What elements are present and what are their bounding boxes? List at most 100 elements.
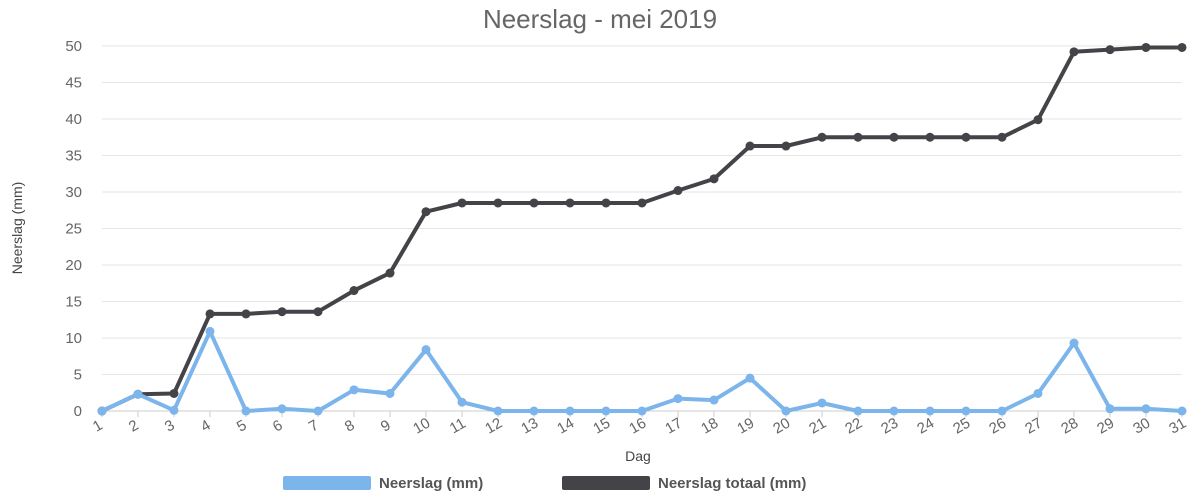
data-point[interactable]: [1141, 42, 1151, 52]
legend[interactable]: Neerslag (mm) Neerslag totaal (mm): [283, 475, 806, 492]
data-point[interactable]: [1069, 47, 1079, 57]
y-tick-label: 15: [65, 294, 82, 311]
data-point[interactable]: [385, 268, 395, 278]
data-point[interactable]: [565, 198, 575, 208]
data-point[interactable]: [817, 132, 827, 142]
y-tick-label: 0: [74, 403, 82, 420]
data-point[interactable]: [889, 132, 899, 142]
x-tick-label: 30: [1130, 415, 1153, 438]
data-point[interactable]: [1105, 45, 1115, 55]
x-tick-label: 7: [306, 417, 322, 436]
data-point[interactable]: [817, 398, 827, 408]
data-point[interactable]: [997, 406, 1007, 416]
data-point[interactable]: [169, 388, 179, 398]
data-point[interactable]: [457, 397, 467, 407]
chart-title: Neerslag - mei 2019: [483, 4, 717, 34]
x-tick-label: 16: [626, 415, 649, 438]
data-point[interactable]: [205, 309, 215, 319]
x-tick-label: 21: [806, 415, 829, 438]
data-point[interactable]: [277, 307, 287, 317]
data-point[interactable]: [925, 132, 935, 142]
data-point[interactable]: [601, 198, 611, 208]
data-point[interactable]: [457, 198, 467, 208]
data-point[interactable]: [169, 405, 179, 415]
x-tick-label: 8: [342, 417, 358, 436]
data-point[interactable]: [385, 388, 395, 398]
data-point[interactable]: [673, 186, 683, 196]
data-point[interactable]: [349, 286, 359, 296]
data-point[interactable]: [1033, 115, 1043, 125]
data-point[interactable]: [961, 406, 971, 416]
data-point[interactable]: [673, 394, 683, 404]
data-point[interactable]: [421, 345, 431, 355]
y-tick-label: 20: [65, 257, 82, 274]
data-point[interactable]: [961, 132, 971, 142]
x-tick-label: 10: [410, 415, 433, 438]
data-point[interactable]: [745, 141, 755, 151]
data-point[interactable]: [637, 406, 647, 416]
x-tick-label: 25: [950, 415, 973, 438]
x-tick-label: 2: [126, 417, 142, 436]
data-point[interactable]: [421, 207, 431, 217]
x-tick-label: 3: [162, 417, 178, 436]
y-tick-label: 45: [65, 75, 82, 92]
series-group: [97, 42, 1187, 416]
data-point[interactable]: [781, 141, 791, 151]
data-point[interactable]: [637, 198, 647, 208]
x-axis-title: Dag: [625, 448, 651, 464]
data-point[interactable]: [745, 373, 755, 383]
x-tick-label: 28: [1058, 415, 1081, 438]
x-tick-label: 27: [1022, 415, 1045, 438]
data-point[interactable]: [205, 326, 215, 336]
data-point[interactable]: [781, 406, 791, 416]
series-line: [100, 45, 1184, 413]
data-point[interactable]: [493, 198, 503, 208]
data-point[interactable]: [529, 406, 539, 416]
data-point[interactable]: [133, 389, 143, 399]
x-tick-label: 13: [518, 415, 541, 438]
data-point[interactable]: [889, 406, 899, 416]
y-tick-label: 25: [65, 221, 82, 238]
x-tick-label: 23: [878, 415, 901, 438]
data-point[interactable]: [241, 406, 251, 416]
legend-label-neerslag[interactable]: Neerslag (mm): [379, 475, 483, 492]
x-tick-label: 31: [1166, 415, 1189, 438]
data-point[interactable]: [349, 385, 359, 395]
x-tick-label: 26: [986, 415, 1009, 438]
data-point[interactable]: [853, 406, 863, 416]
y-tick-label: 35: [65, 148, 82, 165]
legend-swatch-neerslag: [283, 476, 371, 490]
data-point[interactable]: [1177, 42, 1187, 52]
data-point[interactable]: [97, 406, 107, 416]
x-tick-label: 20: [770, 415, 793, 438]
data-point[interactable]: [601, 406, 611, 416]
data-point[interactable]: [1033, 388, 1043, 398]
data-point[interactable]: [709, 174, 719, 184]
x-tick-label: 15: [590, 415, 613, 438]
data-point[interactable]: [997, 132, 1007, 142]
y-tick-label: 5: [74, 367, 82, 384]
data-point[interactable]: [313, 406, 323, 416]
data-point[interactable]: [1105, 404, 1115, 414]
data-point[interactable]: [529, 198, 539, 208]
data-point[interactable]: [1069, 338, 1079, 348]
x-tick-label: 12: [482, 415, 505, 438]
data-point[interactable]: [565, 406, 575, 416]
legend-label-neerslag-totaal[interactable]: Neerslag totaal (mm): [658, 475, 806, 492]
data-point[interactable]: [853, 132, 863, 142]
data-point[interactable]: [277, 404, 287, 414]
data-point[interactable]: [1177, 406, 1187, 416]
x-tick-label: 17: [662, 415, 685, 438]
data-point[interactable]: [709, 395, 719, 405]
y-tick-label: 30: [65, 184, 82, 201]
data-point[interactable]: [925, 406, 935, 416]
x-tick-label: 11: [447, 415, 469, 438]
y-axis-title: Neerslag (mm): [9, 182, 25, 275]
data-point[interactable]: [241, 309, 251, 319]
gridlines: [102, 45, 1182, 412]
data-point[interactable]: [1141, 404, 1151, 414]
data-point[interactable]: [313, 307, 323, 317]
x-tick-label: 1: [90, 417, 106, 436]
data-point[interactable]: [493, 406, 503, 416]
